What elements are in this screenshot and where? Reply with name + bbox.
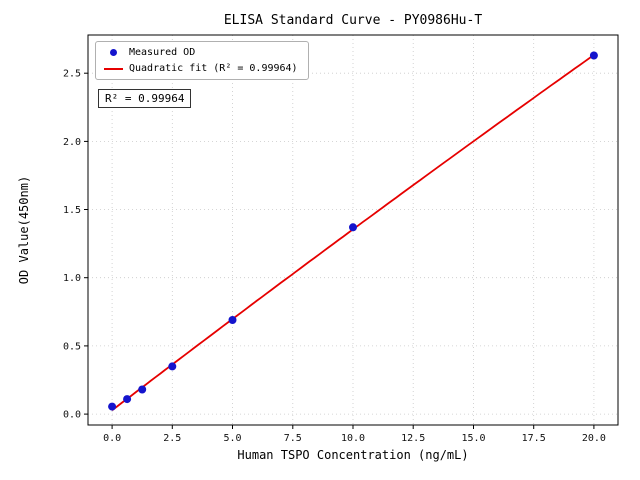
r-squared-annotation: R² = 0.99964 [98, 89, 192, 108]
y-axis-label: OD Value(450nm) [17, 175, 31, 285]
y-tick-label: 2.5 [63, 69, 81, 80]
chart-title: ELISA Standard Curve - PY0986Hu-T [223, 13, 483, 28]
x-tick-label: 15.0 [461, 433, 485, 444]
y-tick-label: 2.0 [63, 137, 81, 148]
x-tick-label: 7.5 [284, 433, 302, 444]
x-tick-label: 0.0 [103, 433, 121, 444]
y-tick-label: 1.0 [63, 273, 81, 284]
x-tick-label: 20.0 [582, 433, 606, 444]
data-point [108, 402, 117, 411]
data-point [589, 51, 598, 60]
legend-label-quadratic-fit: Quadratic fit (R² = 0.99964) [129, 63, 298, 74]
legend: Measured OD Quadratic fit (R² = 0.99964) [95, 41, 309, 80]
data-point [138, 385, 147, 394]
y-tick-label: 0.5 [63, 341, 81, 352]
x-tick-label: 10.0 [341, 433, 365, 444]
data-point [123, 395, 132, 404]
x-tick-label: 5.0 [223, 433, 241, 444]
x-axis-label: Human TSPO Concentration (ng/mL) [237, 448, 469, 462]
scatter-marker-icon [110, 49, 117, 56]
legend-label-measured-od: Measured OD [129, 47, 196, 58]
legend-entry-quadratic-fit: Quadratic fit (R² = 0.99964) [104, 63, 298, 74]
legend-entry-measured-od: Measured OD [104, 47, 298, 58]
data-point [349, 223, 357, 232]
y-tick-label: 0.0 [63, 410, 81, 421]
x-tick-label: 17.5 [522, 433, 546, 444]
line-marker-icon [104, 67, 123, 70]
fit-line [111, 54, 595, 412]
x-tick-label: 12.5 [401, 433, 425, 444]
data-point [228, 316, 237, 324]
y-tick-label: 1.5 [63, 205, 81, 216]
x-tick-label: 2.5 [163, 433, 181, 444]
data-point [168, 362, 177, 371]
